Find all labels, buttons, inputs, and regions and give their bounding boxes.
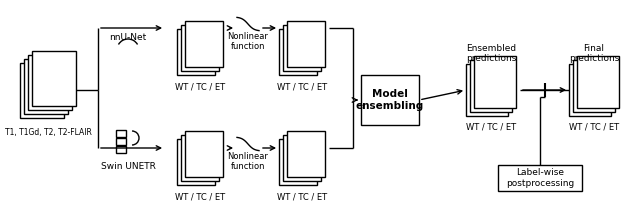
Bar [569, 64, 611, 116]
Text: WT / TC / ET: WT / TC / ET [569, 122, 619, 131]
Text: WT / TC / ET: WT / TC / ET [277, 193, 327, 202]
Bar [185, 131, 223, 177]
Text: T1, T1Gd, T2, T2-FLAIR: T1, T1Gd, T2, T2-FLAIR [4, 128, 92, 136]
Text: Final
predictions: Final predictions [569, 44, 619, 63]
Bar [287, 131, 325, 177]
Text: WT / TC / ET: WT / TC / ET [175, 83, 225, 92]
Bar [20, 62, 64, 118]
Text: Swin UNETR: Swin UNETR [100, 162, 156, 171]
Bar [287, 21, 325, 67]
Bar [361, 75, 419, 125]
Bar [177, 29, 215, 75]
Text: WT / TC / ET: WT / TC / ET [175, 193, 225, 202]
Bar [32, 51, 76, 105]
Bar [181, 25, 219, 71]
Text: WT / TC / ET: WT / TC / ET [466, 122, 516, 131]
Bar [116, 146, 126, 153]
Text: Label-wise
postprocessing: Label-wise postprocessing [506, 168, 574, 188]
Bar [116, 138, 126, 145]
Bar [177, 139, 215, 185]
Bar [577, 56, 619, 108]
Text: Model
ensembling: Model ensembling [356, 89, 424, 111]
Text: Nonlinear
function: Nonlinear function [228, 152, 268, 171]
Text: WT / TC / ET: WT / TC / ET [277, 83, 327, 92]
Bar [116, 130, 126, 137]
Text: nnU-Net: nnU-Net [109, 33, 147, 42]
Bar [279, 139, 317, 185]
Bar [24, 59, 68, 113]
Bar [283, 25, 321, 71]
Bar [470, 60, 512, 112]
Bar [474, 56, 516, 108]
Bar [573, 60, 615, 112]
Bar [28, 54, 72, 110]
Bar [279, 29, 317, 75]
Bar [283, 135, 321, 181]
Text: Ensembled
predictions: Ensembled predictions [466, 44, 516, 63]
Bar [498, 165, 582, 191]
Bar [181, 135, 219, 181]
Bar [185, 21, 223, 67]
Text: Nonlinear
function: Nonlinear function [228, 32, 268, 51]
Bar [466, 64, 508, 116]
